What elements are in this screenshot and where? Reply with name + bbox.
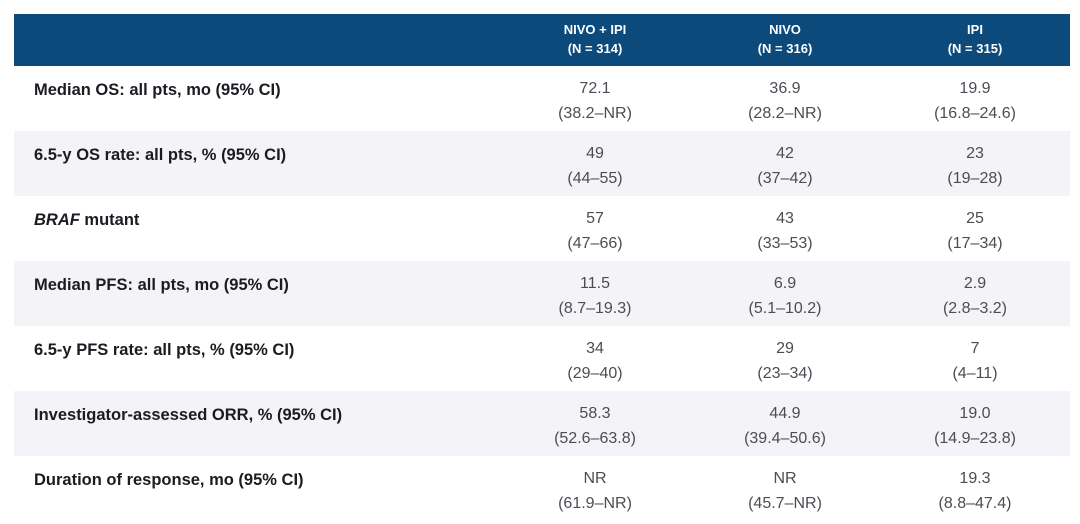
column-name: NIVO + IPI <box>563 22 627 37</box>
row-label: BRAF mutant <box>34 211 140 229</box>
value-cell: 72.1 (38.2–NR) <box>500 66 690 131</box>
confidence-interval: (5.1–10.2) <box>748 300 822 317</box>
header-row: NIVO + IPI (N = 314) NIVO (N = 316) IPI … <box>14 14 1070 66</box>
confidence-interval: (45.7–NR) <box>748 495 822 512</box>
confidence-interval: (33–53) <box>757 235 813 252</box>
header-spacer <box>14 14 500 66</box>
value: 2.9 <box>963 275 987 292</box>
table-row-pfs-rate: 6.5-y PFS rate: all pts, % (95% CI) 34 (2… <box>14 326 1070 391</box>
value-cell: NR (45.7–NR) <box>690 456 880 521</box>
value-cell: 2.9 (2.8–3.2) <box>880 261 1070 326</box>
value-cell: 19.0 (14.9–23.8) <box>880 391 1070 456</box>
value: 43 <box>776 210 794 227</box>
column-header-nivo-ipi: NIVO + IPI (N = 314) <box>500 14 690 66</box>
table-row-os-rate: 6.5-y OS rate: all pts, % (95% CI) 49 (44… <box>14 131 1070 196</box>
row-label: Median PFS: all pts, mo (95% CI) <box>34 276 289 294</box>
row-label: Duration of response, mo (95% CI) <box>34 471 304 489</box>
results-table-container: NIVO + IPI (N = 314) NIVO (N = 316) IPI … <box>14 14 1070 521</box>
confidence-interval: (14.9–23.8) <box>934 430 1016 447</box>
row-label: 6.5-y PFS rate: all pts, % (95% CI) <box>34 341 295 359</box>
value: 44.9 <box>769 405 801 422</box>
confidence-interval: (23–34) <box>757 365 813 382</box>
value-cell: 34 (29–40) <box>500 326 690 391</box>
value: 49 <box>586 145 604 162</box>
confidence-interval: (4–11) <box>952 365 998 382</box>
confidence-interval: (44–55) <box>567 170 623 187</box>
value: 7 <box>970 340 980 357</box>
confidence-interval: (38.2–NR) <box>558 105 632 122</box>
value-cell: 19.3 (8.8–47.4) <box>880 456 1070 521</box>
value: 29 <box>776 340 794 357</box>
table-row-median-os: Median OS: all pts, mo (95% CI) 72.1 (38.… <box>14 66 1070 131</box>
column-n: (N = 314) <box>567 41 623 56</box>
value-cell: 23 (19–28) <box>880 131 1070 196</box>
value-cell: 36.9 (28.2–NR) <box>690 66 880 131</box>
confidence-interval: (17–34) <box>947 235 1003 252</box>
confidence-interval: (16.8–24.6) <box>934 105 1016 122</box>
value: 72.1 <box>579 80 611 97</box>
confidence-interval: (47–66) <box>567 235 623 252</box>
confidence-interval: (8.8–47.4) <box>938 495 1012 512</box>
column-header-ipi: IPI (N = 315) <box>880 14 1070 66</box>
value-cell: 7 (4–11) <box>880 326 1070 391</box>
value: 19.9 <box>959 80 991 97</box>
value-cell: 49 (44–55) <box>500 131 690 196</box>
value: 6.9 <box>773 275 797 292</box>
row-label: Investigator-assessed ORR, % (95% CI) <box>34 406 343 424</box>
value: 42 <box>776 145 794 162</box>
value-cell: 25 (17–34) <box>880 196 1070 261</box>
value-cell: 57 (47–66) <box>500 196 690 261</box>
value-cell: 42 (37–42) <box>690 131 880 196</box>
value: NR <box>583 470 607 487</box>
value: 11.5 <box>580 275 610 292</box>
column-name: IPI <box>967 22 983 37</box>
table-row-braf-mutant: BRAF mutant 57 (47–66) 43 (33–53) 25 (17–34… <box>14 196 1070 261</box>
value-cell: 6.9 (5.1–10.2) <box>690 261 880 326</box>
value: 36.9 <box>769 80 801 97</box>
value-cell: 44.9 (39.4–50.6) <box>690 391 880 456</box>
value-cell: NR (61.9–NR) <box>500 456 690 521</box>
confidence-interval: (19–28) <box>947 170 1003 187</box>
confidence-interval: (52.6–63.8) <box>554 430 636 447</box>
results-table: NIVO + IPI (N = 314) NIVO (N = 316) IPI … <box>14 14 1070 521</box>
value-cell: 58.3 (52.6–63.8) <box>500 391 690 456</box>
value-cell: 29 (23–34) <box>690 326 880 391</box>
table-row-median-pfs: Median PFS: all pts, mo (95% CI) 11.5 (8.… <box>14 261 1070 326</box>
value: 57 <box>586 210 604 227</box>
value-cell: 11.5 (8.7–19.3) <box>500 261 690 326</box>
value: NR <box>773 470 797 487</box>
value: 23 <box>966 145 984 162</box>
value: 19.0 <box>959 405 991 422</box>
value: 34 <box>586 340 604 357</box>
column-n: (N = 315) <box>947 41 1003 56</box>
row-label: 6.5-y OS rate: all pts, % (95% CI) <box>34 146 287 164</box>
confidence-interval: (28.2–NR) <box>748 105 822 122</box>
value: 58.3 <box>579 405 611 422</box>
value-cell: 19.9 (16.8–24.6) <box>880 66 1070 131</box>
confidence-interval: (29–40) <box>567 365 623 382</box>
confidence-interval: (2.8–3.2) <box>942 300 1008 317</box>
confidence-interval: (8.7–19.3) <box>558 300 632 317</box>
table-row-duration-of-response: Duration of response, mo (95% CI) NR (61.… <box>14 456 1070 521</box>
confidence-interval: (61.9–NR) <box>558 495 632 512</box>
table-row-orr: Investigator-assessed ORR, % (95% CI) 58… <box>14 391 1070 456</box>
confidence-interval: (37–42) <box>757 170 813 187</box>
column-name: NIVO <box>769 22 801 37</box>
row-label: Median OS: all pts, mo (95% CI) <box>34 81 281 99</box>
value: 19.3 <box>959 470 991 487</box>
value: 25 <box>966 210 984 227</box>
confidence-interval: (39.4–50.6) <box>744 430 826 447</box>
column-n: (N = 316) <box>757 41 813 56</box>
column-header-nivo: NIVO (N = 316) <box>690 14 880 66</box>
value-cell: 43 (33–53) <box>690 196 880 261</box>
